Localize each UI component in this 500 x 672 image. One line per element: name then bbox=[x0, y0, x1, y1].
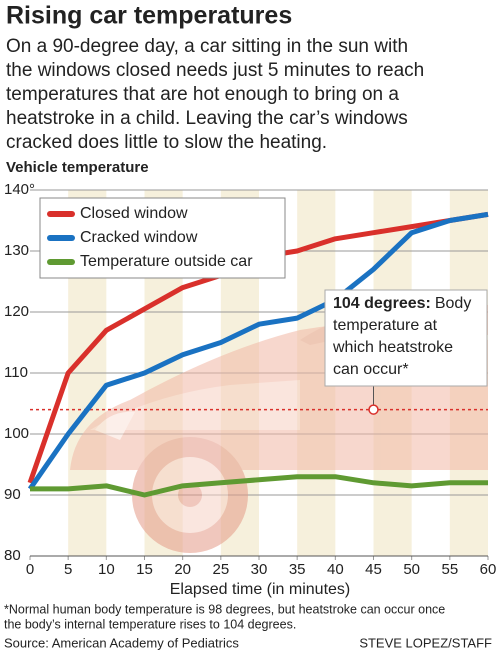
x-tick-label: 45 bbox=[365, 561, 382, 578]
y-tick-label: 140° bbox=[4, 181, 35, 198]
annotation-line: which heatstroke bbox=[332, 339, 453, 356]
threshold-marker bbox=[368, 404, 379, 415]
legend-label: Temperature outside car bbox=[80, 253, 253, 270]
credit: STEVE LOPEZ/STAFF bbox=[359, 635, 492, 650]
x-tick-label: 30 bbox=[251, 561, 268, 578]
annotation-line: can occur* bbox=[333, 361, 409, 378]
legend-box bbox=[39, 197, 286, 279]
footnote: the body’s internal temperature rises to… bbox=[4, 617, 296, 631]
annotation-line: Body bbox=[435, 295, 471, 312]
y-tick-label: 130 bbox=[4, 242, 29, 259]
x-tick-label: 20 bbox=[174, 561, 191, 578]
footnote: *Normal human body temperature is 98 deg… bbox=[4, 602, 445, 616]
x-tick-label: 25 bbox=[212, 561, 229, 578]
subtitle: cracked does little to slow the heating. bbox=[6, 132, 327, 153]
legend-label: Cracked window bbox=[80, 229, 198, 246]
annotation-line: temperature at bbox=[333, 317, 438, 334]
x-tick-label: 60 bbox=[480, 561, 497, 578]
subtitle: heatstroke in a child. Leaving the car’s… bbox=[6, 108, 408, 129]
y-tick-label: 100 bbox=[4, 425, 29, 442]
x-tick-label: 10 bbox=[98, 561, 115, 578]
x-tick-label: 35 bbox=[289, 561, 306, 578]
x-tick-label: 50 bbox=[403, 561, 420, 578]
y-axis-label: Vehicle temperature bbox=[6, 159, 149, 176]
annotation-bold: 104 degrees: bbox=[333, 295, 431, 312]
legend: Closed window Cracked window Temperature o… bbox=[47, 205, 253, 270]
x-tick-label: 40 bbox=[327, 561, 344, 578]
subtitle: the windows closed needs just 5 minutes … bbox=[6, 60, 424, 81]
series-line bbox=[27, 211, 489, 491]
y-tick-label: 80 bbox=[4, 547, 21, 564]
x-axis-label: Elapsed time (in minutes) bbox=[170, 581, 351, 598]
chart-title: Rising car temperatures bbox=[6, 2, 292, 30]
y-tick-label: 90 bbox=[4, 486, 21, 503]
x-tick-label: 0 bbox=[26, 561, 34, 578]
x-tick-label: 5 bbox=[64, 561, 72, 578]
subtitle: temperatures that are hot enough to brin… bbox=[6, 84, 399, 105]
y-tick-label: 120 bbox=[4, 303, 29, 320]
annotation-text: 104 degrees: Body bbox=[333, 295, 471, 312]
x-tick-label: 55 bbox=[441, 561, 458, 578]
annotation-box bbox=[324, 289, 488, 387]
legend-label: Closed window bbox=[80, 205, 188, 222]
subtitle: On a 90-degree day, a car sitting in the… bbox=[6, 36, 408, 57]
y-tick-label: 110 bbox=[4, 364, 28, 381]
x-tick-label: 15 bbox=[136, 561, 153, 578]
series-line bbox=[30, 474, 488, 498]
source: Source: American Academy of Pediatrics bbox=[4, 635, 239, 650]
annotation: 104 degrees: Body temperature at which heat… bbox=[324, 289, 488, 415]
